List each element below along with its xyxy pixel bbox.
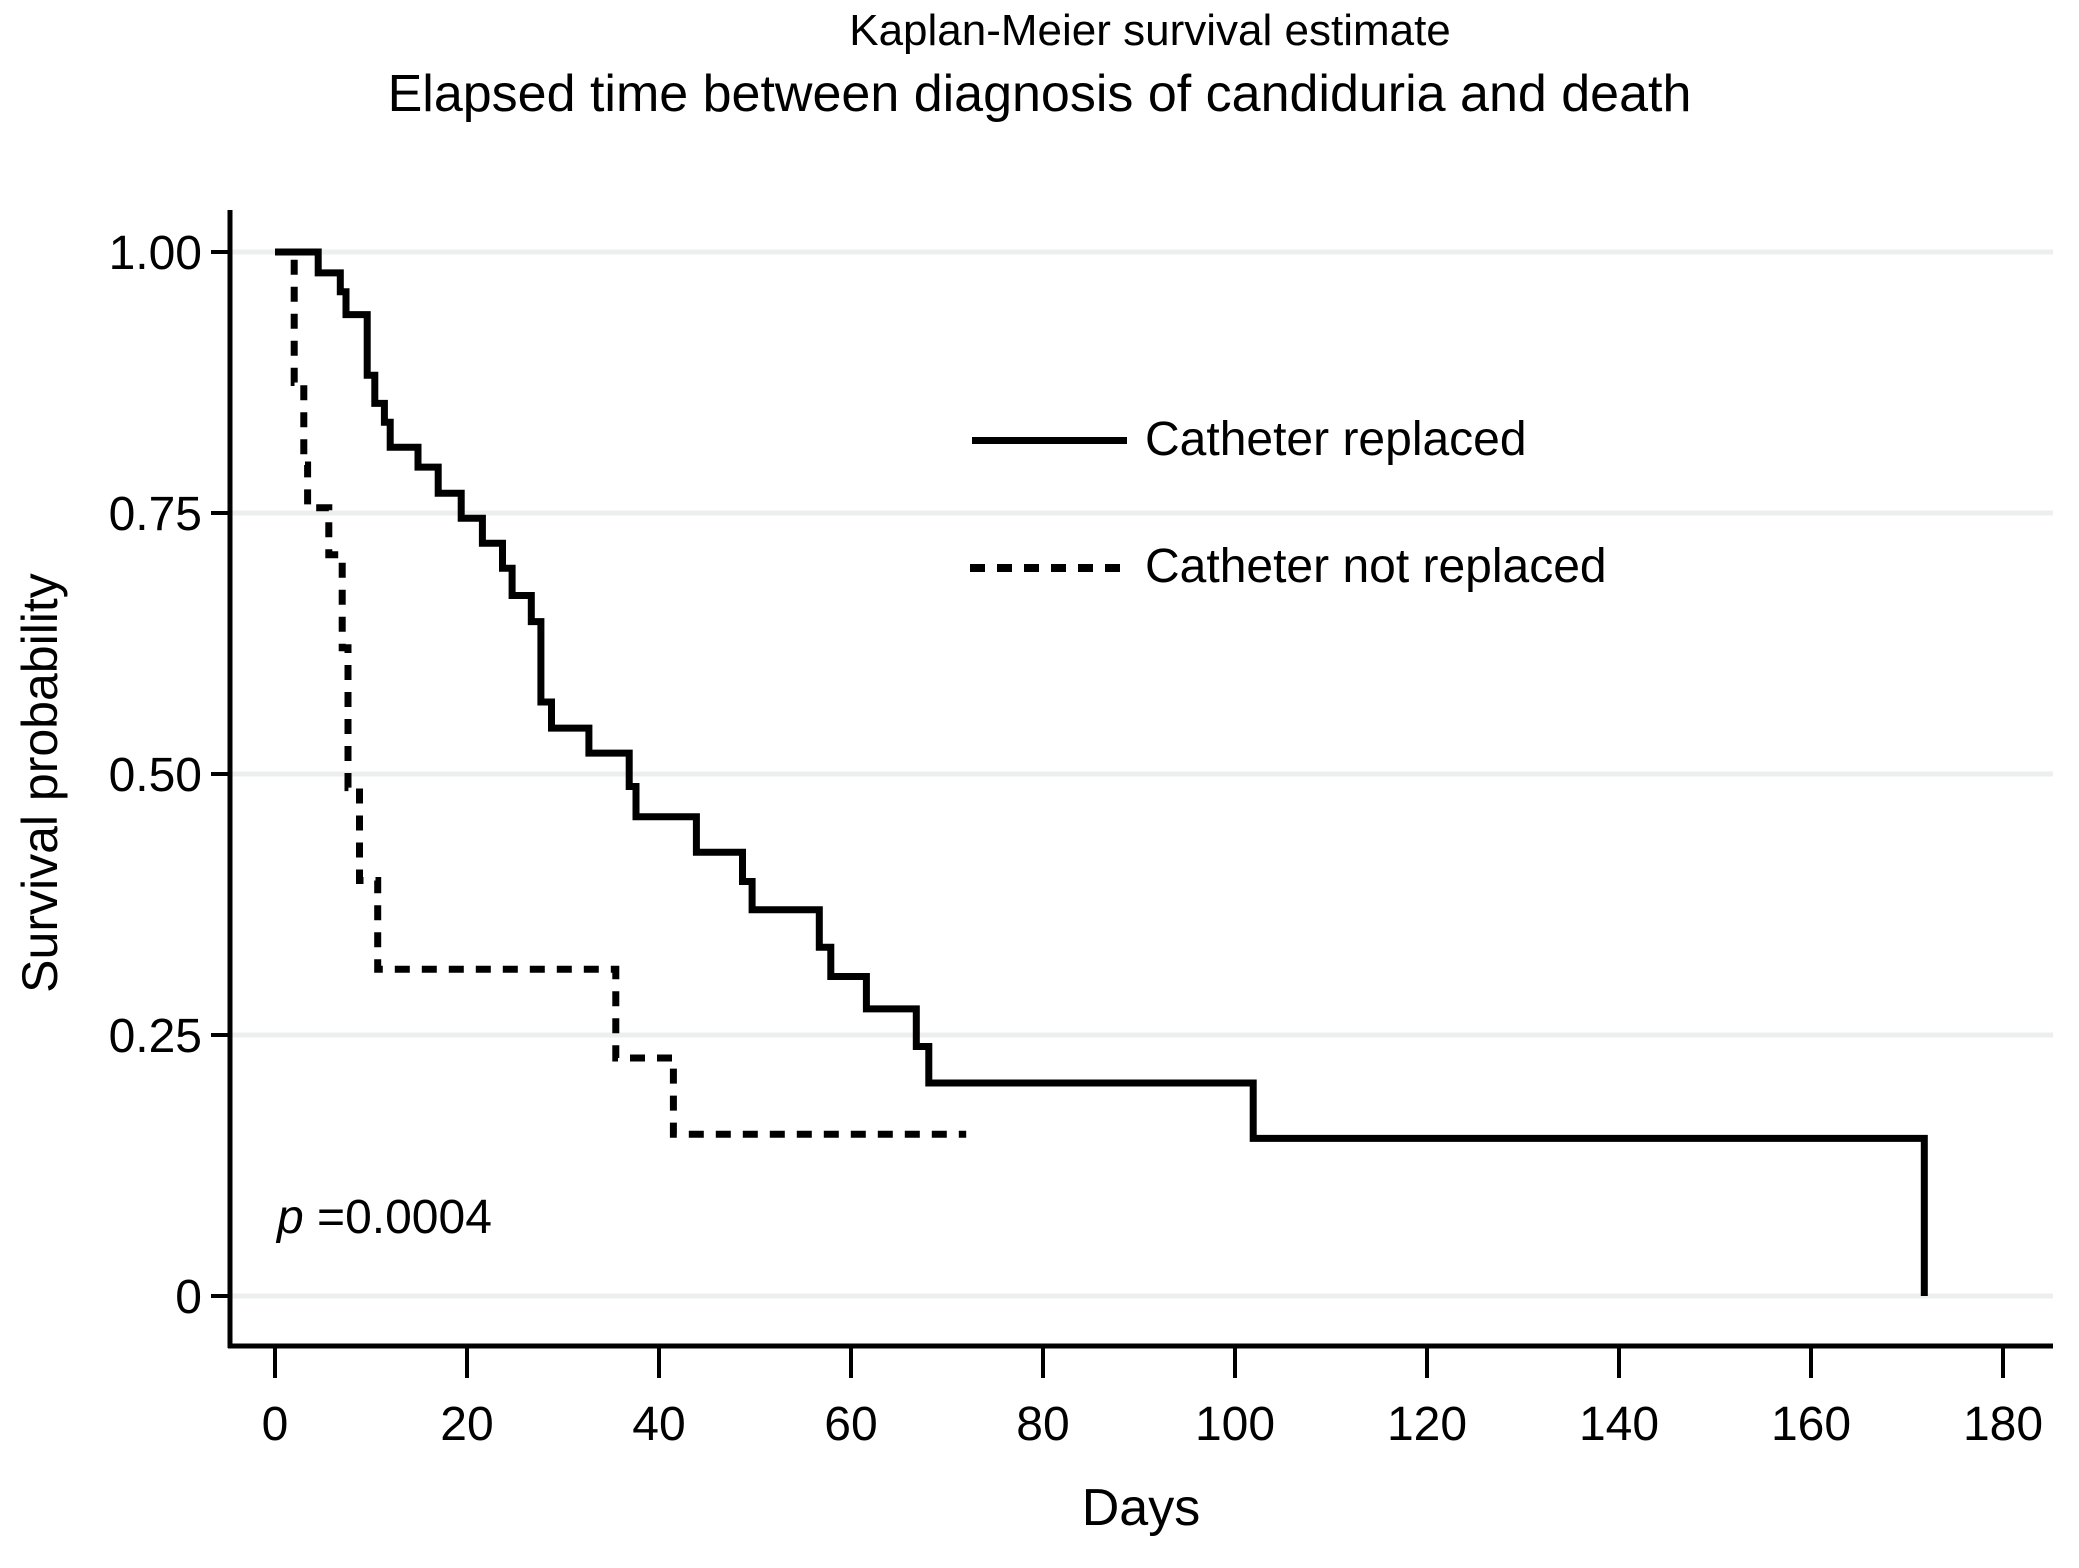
y-axis-title: Survival probability: [12, 573, 68, 993]
x-tick-label: 100: [1195, 1398, 1275, 1451]
x-tick-label: 120: [1387, 1398, 1467, 1451]
x-tick-label: 0: [262, 1398, 289, 1451]
survival-curve-solid: [275, 248, 1928, 1296]
x-axis-title: Days: [1081, 1479, 1201, 1537]
chart-title: Kaplan-Meier survival estimate: [849, 6, 1451, 55]
x-tick-label: 140: [1579, 1398, 1659, 1451]
x-tick-label: 20: [440, 1398, 493, 1451]
legend-line-solid: [972, 437, 1127, 444]
p-value-text: =0.0004: [303, 1191, 492, 1244]
y-tick-label: 0: [175, 1271, 202, 1324]
x-tick-label: 160: [1771, 1398, 1851, 1451]
x-tick-label: 80: [1016, 1398, 1069, 1451]
legend-label-catheter-replaced: Catheter replaced: [1145, 413, 1527, 466]
y-tick-label: 0.75: [109, 488, 202, 541]
x-tick-label: 60: [824, 1398, 877, 1451]
x-tick-label: 40: [632, 1398, 685, 1451]
chart-subtitle: Elapsed time between diagnosis of candid…: [387, 65, 1692, 123]
y-tick-label: 1.00: [109, 227, 202, 280]
legend-label-catheter-not-replaced: Catheter not replaced: [1145, 540, 1607, 593]
survival-curve-dashed: [275, 248, 967, 1138]
y-tick-label: 0.50: [109, 749, 202, 802]
p-value-symbol: p: [277, 1191, 304, 1244]
x-tick-label: 180: [1963, 1398, 2043, 1451]
p-value-annotation: p =0.0004: [277, 1190, 492, 1246]
y-tick-label: 0.25: [109, 1010, 202, 1063]
legend-line-dashed: [970, 564, 1125, 572]
